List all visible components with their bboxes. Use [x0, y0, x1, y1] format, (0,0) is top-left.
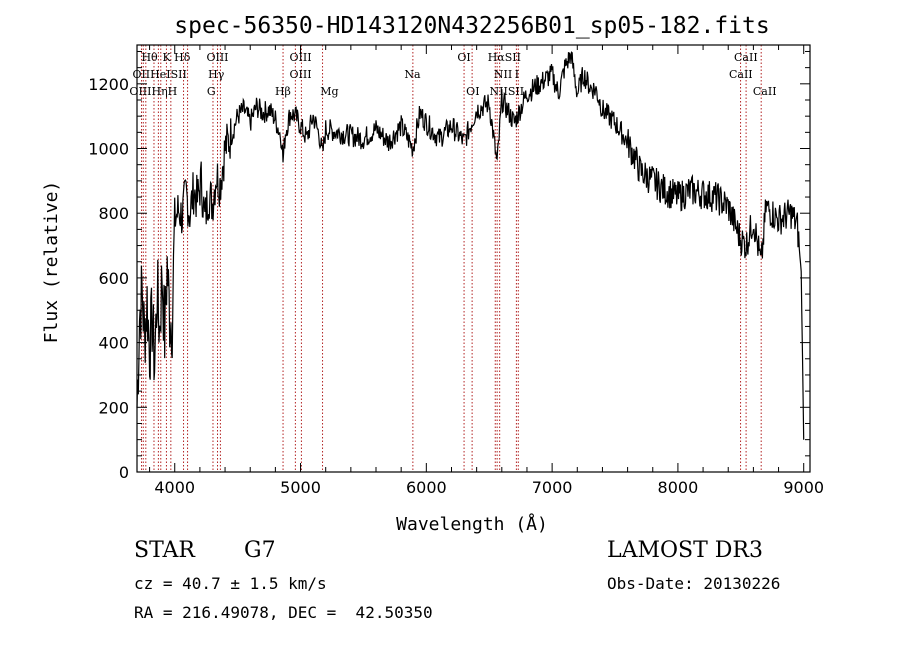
marker-label: I: [515, 68, 519, 81]
marker-label: OIII: [290, 68, 312, 81]
marker-label: Hδ: [174, 51, 191, 64]
redshift-readout: cz = 40.7 ± 1.5 km/s: [134, 574, 327, 593]
marker-label: Hθ: [141, 51, 158, 64]
line-markers: [141, 45, 762, 472]
y-tick-label: 1000: [88, 140, 129, 159]
x-tick-label: 4000: [154, 478, 195, 497]
marker-label: K: [162, 51, 171, 64]
marker-label: Mg: [320, 85, 338, 98]
marker-label: NIISII: [490, 85, 525, 98]
marker-label: CaII: [734, 51, 758, 64]
x-tick-label: 8000: [658, 478, 699, 497]
marker-label: OI: [457, 51, 470, 64]
marker-label: CaII: [753, 85, 777, 98]
observation-date: Obs-Date: 20130226: [607, 574, 781, 593]
chart-title: spec-56350-HD143120N432256B01_sp05-182.f…: [174, 13, 769, 39]
plot-frame: [136, 44, 811, 473]
y-tick-label: 400: [98, 334, 129, 353]
marker-label: Hβ: [275, 85, 291, 98]
y-tick-label: 0: [119, 463, 129, 482]
y-tick-label: 200: [98, 398, 129, 417]
x-tick-label: 6000: [406, 478, 447, 497]
y-tick-label: 1200: [88, 75, 129, 94]
y-tick-label: 800: [98, 204, 129, 223]
object-class: STAR: [134, 538, 195, 563]
marker-label: CaII: [729, 68, 753, 81]
spectral-subclass: G7: [244, 538, 276, 563]
marker-label: NII: [494, 68, 512, 81]
survey-name: LAMOST DR3: [607, 538, 763, 563]
marker-label: Na: [404, 68, 421, 81]
marker-label: OI: [466, 85, 479, 98]
spectrum-line: [136, 51, 805, 440]
axis-ticks: 4000 5000 6000 7000 8000 9000 0 200 400 600 800 100…: [88, 45, 824, 497]
x-tick-label: 5000: [280, 478, 321, 497]
marker-labels: Hθ K Hδ OIII OIII OI HαSII CaII OIIHeISII Hγ OIII N…: [129, 51, 776, 98]
marker-label: OIII: [290, 51, 312, 64]
coordinates-readout: RA = 216.49078, DEC = 42.50350: [134, 603, 433, 622]
marker-label: OIIHeISII: [132, 68, 186, 81]
y-tick-label: 600: [98, 269, 129, 288]
marker-label: OIIIHηH: [129, 85, 177, 98]
marker-label: Hγ: [208, 68, 225, 81]
y-axis-label: Flux (relative): [41, 181, 62, 344]
x-tick-label: 9000: [783, 478, 824, 497]
marker-label: HαSII: [488, 51, 521, 64]
x-axis-label: Wavelength (Å): [396, 513, 548, 535]
marker-label: G: [207, 85, 216, 98]
x-tick-label: 7000: [532, 478, 573, 497]
marker-label: OIII: [206, 51, 228, 64]
